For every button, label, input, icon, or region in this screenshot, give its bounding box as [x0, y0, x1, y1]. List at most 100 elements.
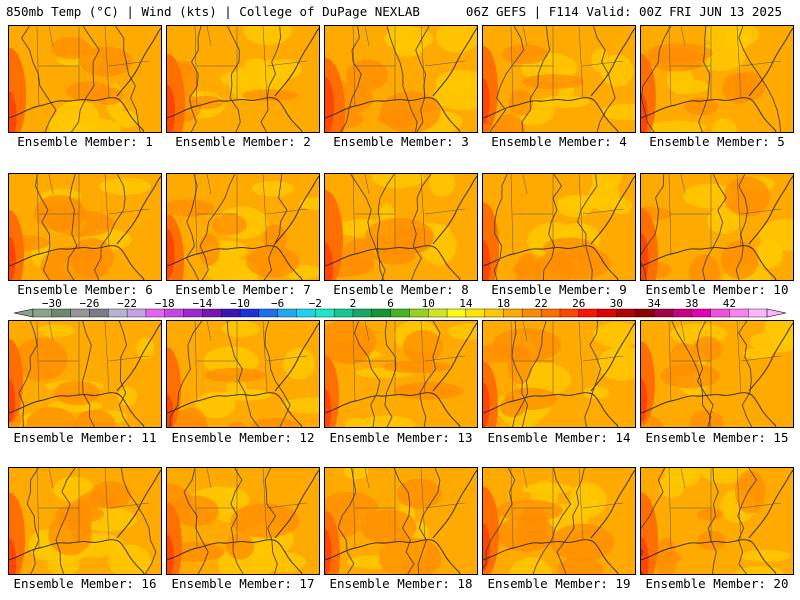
isotherm-contour: [120, 468, 157, 574]
isotherm-contour: [641, 174, 665, 280]
ensemble-member-label: Ensemble Member: 11: [13, 430, 157, 445]
state-borders: [668, 468, 782, 549]
colorbar-tick-label: −14: [192, 297, 213, 310]
isotherm-contour: [264, 321, 291, 427]
isotherm-contour: [707, 468, 719, 574]
colorbar-swatch: [446, 308, 467, 318]
isotherm-contour: [264, 468, 278, 574]
state-borders: [668, 26, 782, 107]
temperature-field: [9, 321, 161, 427]
state-borders: [36, 468, 150, 549]
colorbar-swatch: [126, 308, 147, 318]
ensemble-member-map: [166, 467, 320, 575]
colorbar-tick-label: 2: [349, 297, 357, 310]
colorbar-low-arrow: [13, 308, 34, 318]
colorbar-swatch: [729, 308, 749, 318]
isotherm-contour: [698, 26, 711, 132]
isotherm-contour: [483, 468, 516, 569]
isotherm-contour: [260, 26, 281, 132]
state-borders: [194, 26, 308, 107]
isotherm-contour: [67, 174, 78, 280]
state-borders: [194, 468, 308, 549]
colorbar-swatch: [277, 308, 297, 318]
ensemble-member-map: [482, 320, 636, 428]
isotherm-contour: [584, 321, 602, 427]
colorbar-tick-label: −2: [308, 297, 322, 310]
colorbar-tick-label: −6: [271, 297, 285, 310]
ensemble-member-map: [640, 320, 794, 428]
isotherm-contour: [542, 174, 562, 280]
colorbar-swatch: [108, 308, 128, 318]
isotherm-contour: [18, 321, 38, 427]
colorbar-tick-label: −22: [117, 297, 138, 310]
ensemble-member-label: Ensemble Member: 20: [645, 576, 789, 591]
isotherm-contour: [376, 174, 395, 280]
isotherm-contour: [735, 174, 748, 280]
colorbar-swatch: [635, 308, 655, 318]
temperature-field: [483, 174, 635, 280]
isotherm-contour: [738, 321, 753, 427]
isotherm-contour: [115, 26, 141, 132]
temperature-field: [167, 174, 319, 280]
map-title: 850mb Temp (°C) | Wind (kts) | College o…: [6, 4, 420, 19]
state-borders: [36, 26, 150, 107]
temperature-field: [325, 26, 477, 132]
temperature-field: [483, 26, 635, 132]
isotherm-contour: [70, 26, 100, 132]
ensemble-member-label: Ensemble Member: 18: [329, 576, 473, 591]
isotherm-contour: [340, 26, 362, 132]
isotherm-contour: [738, 26, 781, 132]
temperature-field: [641, 321, 793, 427]
ensemble-member-map: [8, 467, 162, 575]
isotherm-contour: [188, 26, 202, 132]
ensemble-member-map: [324, 467, 478, 575]
colorbar-swatch: [616, 308, 636, 318]
isotherm-contour: [641, 468, 666, 574]
colorbar-tick-label: 26: [572, 297, 586, 310]
isotherm-contour: [350, 174, 385, 280]
isotherm-contour: [169, 321, 203, 427]
valid-time: 06Z GEFS | F114 Valid: 00Z FRI JUN 13 20…: [465, 4, 782, 19]
ensemble-member-map: [324, 173, 478, 281]
isotherm-contour: [493, 174, 508, 280]
temperature-field: [641, 174, 793, 280]
isotherm-contour: [337, 468, 357, 574]
ensemble-member-map: [324, 320, 478, 428]
isotherm-contour: [386, 26, 418, 132]
isotherm-contour: [199, 174, 236, 280]
colorbar-swatch: [51, 308, 72, 318]
ensemble-member-map: [8, 173, 162, 281]
state-borders: [352, 321, 466, 402]
ensemble-member-map: [640, 173, 794, 281]
colorbar-swatch: [70, 308, 90, 318]
ensemble-member-map: [640, 25, 794, 133]
isotherm-contour: [641, 26, 672, 132]
temperature-field: [641, 26, 793, 132]
ensemble-member-label: Ensemble Member: 9: [491, 282, 627, 297]
temperature-field: [641, 468, 793, 574]
colorbar-swatch: [672, 308, 693, 318]
isotherm-contour: [702, 174, 727, 280]
colorbar-swatch: [296, 308, 316, 318]
colorbar-swatch: [32, 308, 53, 318]
isotherm-contour: [512, 321, 547, 427]
colorbar-swatch: [578, 308, 599, 318]
colorbar-swatch: [89, 308, 109, 318]
state-borders: [510, 468, 624, 549]
colorbar-swatch: [352, 308, 373, 318]
ensemble-member-label: Ensemble Member: 3: [333, 134, 469, 149]
state-borders: [510, 321, 624, 402]
colorbar-swatch: [221, 308, 241, 318]
isotherm-contour: [556, 468, 585, 574]
colorbar-swatch: [710, 308, 730, 318]
temperature-field: [9, 468, 161, 574]
isotherm-contour: [185, 174, 199, 280]
colorbar-swatch: [691, 308, 712, 318]
isotherm-contour: [384, 321, 397, 427]
colorbar-tick-label: 14: [459, 297, 473, 310]
ensemble-member-label: Ensemble Member: 8: [333, 282, 469, 297]
colorbar-tick-label: −30: [41, 297, 62, 310]
ensemble-member-map: [166, 173, 320, 281]
ensemble-member-map: [640, 467, 794, 575]
state-borders: [352, 26, 466, 107]
